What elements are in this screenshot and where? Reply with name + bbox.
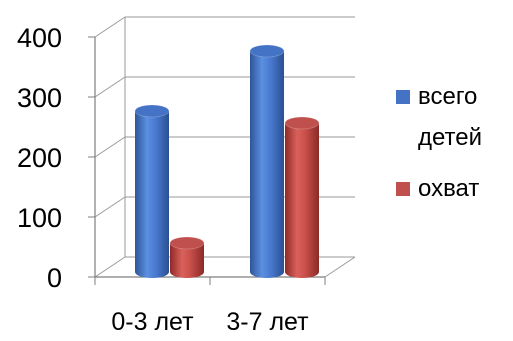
bar-top [284,116,320,130]
bar [134,104,170,278]
y-tick-label: 0 [47,263,62,293]
legend-swatch [396,182,410,196]
legend-label: охват [418,175,479,202]
floor-right-edge [324,256,356,278]
bar [284,116,320,278]
gridline-diagonal [94,76,126,98]
gridline-diagonal [94,16,126,38]
bar [249,44,285,278]
legend-swatch [396,90,410,104]
gridline-diagonal [94,136,126,158]
y-tick-label: 200 [17,143,62,173]
y-tick-label: 300 [17,83,62,113]
bar-top [169,236,205,250]
bar-top [134,104,170,118]
bar-body [135,111,169,278]
x-tick-label: 3-7 лет [226,308,309,336]
legend: всего детей охват [396,83,482,202]
gridline-diagonal [94,196,126,218]
bar-body [250,51,284,278]
gridline-diagonal [94,256,126,278]
y-tick-label: 400 [17,23,62,53]
bar [169,236,205,278]
legend-label: детей [418,124,482,151]
legend-label: всего [418,83,477,110]
axis-layer: 0 100 200 300 400 0-3 лет 3-7 лет [17,23,356,336]
y-tick-label: 100 [17,203,62,233]
x-tick-label: 0-3 лет [111,308,194,336]
bars-layer [134,44,320,278]
bar-top [249,44,285,58]
bar-body [285,123,319,278]
bar-body [170,243,204,278]
